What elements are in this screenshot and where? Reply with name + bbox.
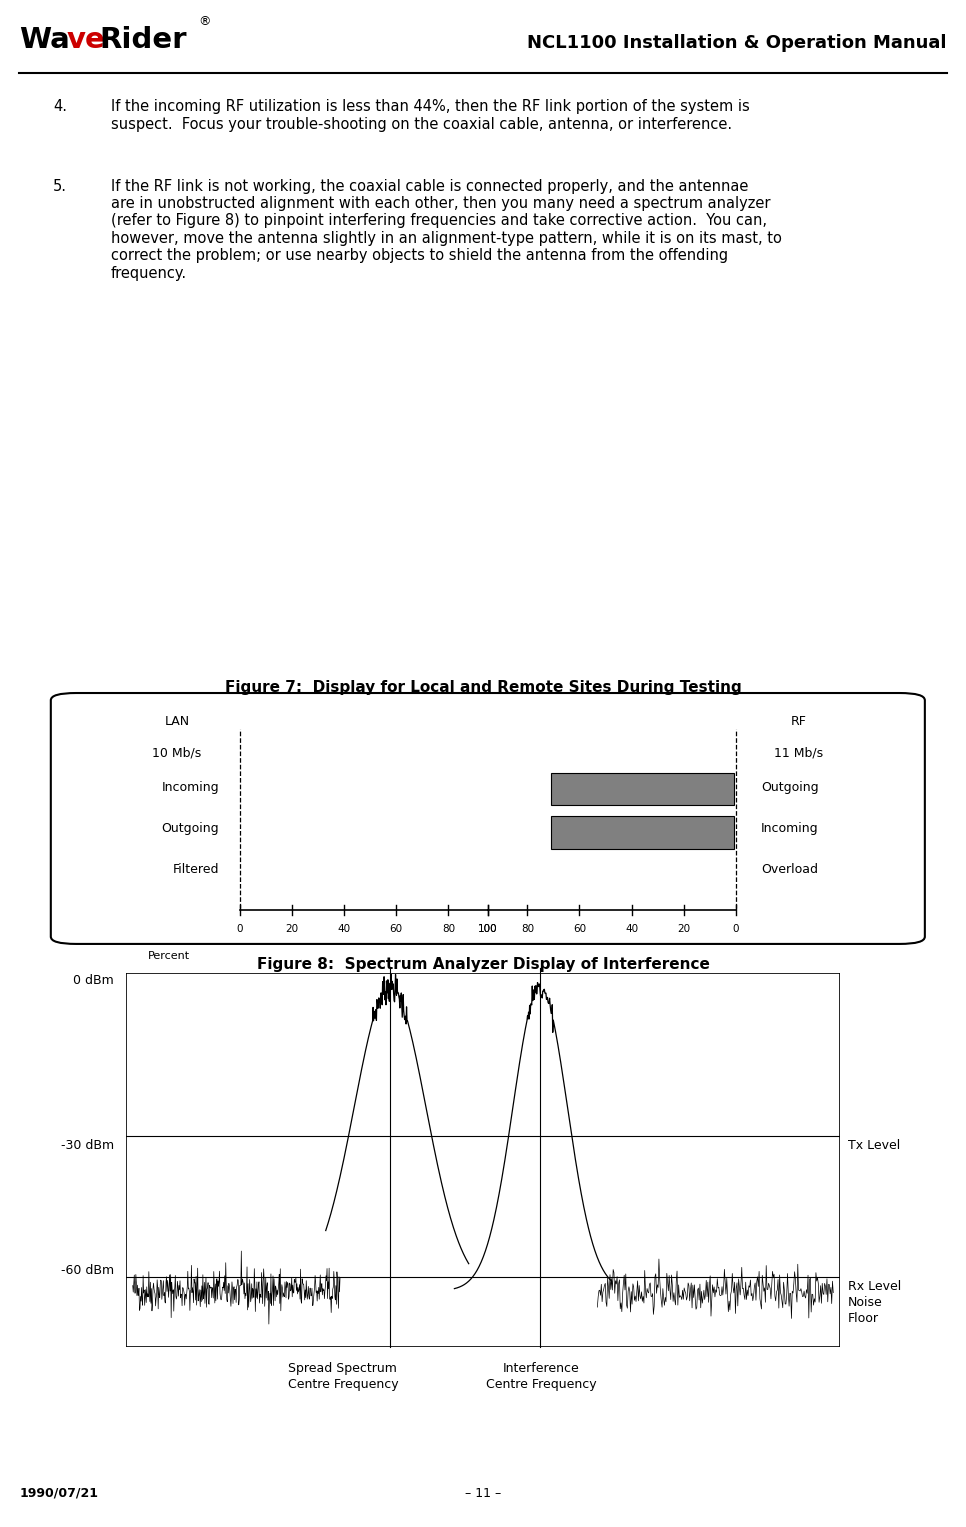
Text: 80: 80 (521, 924, 534, 935)
Text: -30 dBm: -30 dBm (61, 1139, 114, 1151)
Text: ®: ® (198, 15, 211, 27)
Text: RF: RF (791, 715, 807, 728)
Text: If the RF link is not working, the coaxial cable is connected properly, and the : If the RF link is not working, the coaxi… (111, 179, 781, 281)
Text: 0 dBm: 0 dBm (73, 974, 114, 986)
Bar (551, 815, 734, 849)
Text: ve: ve (67, 26, 105, 53)
Text: 100: 100 (478, 924, 497, 935)
Text: Filtered: Filtered (172, 863, 219, 875)
Text: Outgoing: Outgoing (161, 822, 219, 835)
Text: Utilization: Utilization (148, 980, 204, 989)
Text: Figure 7:  Display for Local and Remote Sites During Testing: Figure 7: Display for Local and Remote S… (225, 680, 741, 695)
Text: Wa: Wa (19, 26, 71, 53)
Text: 0: 0 (237, 924, 243, 935)
Text: Rider: Rider (99, 26, 186, 53)
Text: 0: 0 (732, 924, 739, 935)
Text: 11 Mb/s: 11 Mb/s (774, 747, 823, 759)
Text: Incoming: Incoming (761, 822, 818, 835)
Text: -60 dBm: -60 dBm (61, 1264, 114, 1277)
Text: LAN: LAN (164, 715, 189, 728)
Text: Figure 8:  Spectrum Analyzer Display of Interference: Figure 8: Spectrum Analyzer Display of I… (257, 957, 709, 973)
Text: 4.: 4. (53, 99, 67, 115)
Text: Rx Level
Noise
Floor: Rx Level Noise Floor (848, 1280, 901, 1324)
Text: Overload: Overload (761, 863, 818, 875)
Text: If the incoming RF utilization is less than 44%, then the RF link portion of the: If the incoming RF utilization is less t… (111, 99, 750, 131)
Text: Incoming: Incoming (161, 780, 219, 794)
Text: 40: 40 (337, 924, 351, 935)
Text: Spread Spectrum
Centre Frequency: Spread Spectrum Centre Frequency (288, 1362, 398, 1391)
Text: Percent: Percent (148, 951, 189, 960)
Bar (551, 773, 734, 805)
Text: 80: 80 (441, 924, 455, 935)
Text: 40: 40 (625, 924, 639, 935)
Text: Outgoing: Outgoing (761, 780, 818, 794)
Text: 60: 60 (389, 924, 403, 935)
Text: – 11 –: – 11 – (465, 1486, 501, 1500)
Text: 60: 60 (573, 924, 586, 935)
Text: Interference
Centre Frequency: Interference Centre Frequency (486, 1362, 596, 1391)
Text: 20: 20 (285, 924, 298, 935)
Text: 100: 100 (478, 924, 497, 935)
Text: 10 Mb/s: 10 Mb/s (153, 747, 202, 759)
Text: 1990/07/21: 1990/07/21 (19, 1486, 99, 1500)
Text: 5.: 5. (53, 179, 67, 194)
FancyBboxPatch shape (51, 693, 924, 944)
Text: 20: 20 (677, 924, 691, 935)
Text: Tx Level: Tx Level (848, 1139, 900, 1151)
Text: NCL1100 Installation & Operation Manual: NCL1100 Installation & Operation Manual (527, 34, 947, 52)
